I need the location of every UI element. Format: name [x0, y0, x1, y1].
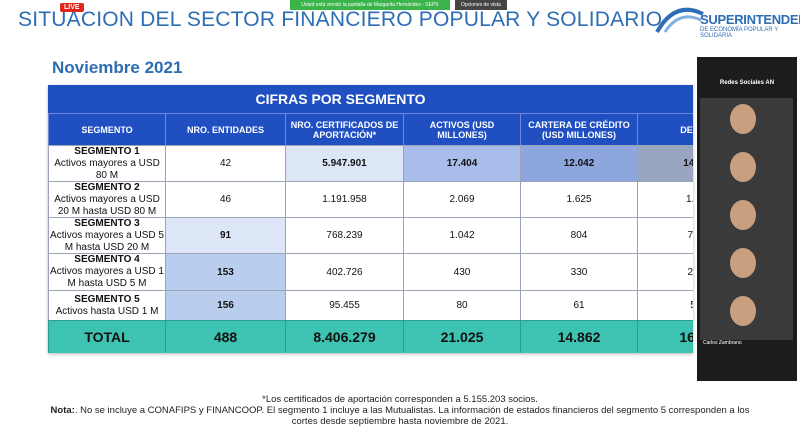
- table-cell: 46: [165, 181, 286, 218]
- segment-name: SEGMENTO 5: [74, 293, 140, 305]
- segment-cell: SEGMENTO 2 Activos mayores a USD 20 M has…: [48, 181, 166, 218]
- table-cell: 14.2: [637, 145, 693, 182]
- table-cell: 91: [165, 217, 286, 254]
- segment-cell: SEGMENTO 1 Activos mayores a USD 80 M: [48, 145, 166, 182]
- total-cell: 21.025: [403, 320, 521, 353]
- table-cell: 80: [403, 290, 521, 321]
- note-label: Nota:: [50, 405, 75, 416]
- table-cell: 430: [403, 253, 521, 291]
- table-cell: 28: [637, 253, 693, 291]
- table-cell: 61: [520, 290, 638, 321]
- view-options[interactable]: Opciones de vista: [455, 0, 507, 10]
- total-cell: 8.406.279: [285, 320, 404, 353]
- table-cell: 153: [165, 253, 286, 291]
- table-cell: 156: [165, 290, 286, 321]
- footnote: *Los certificados de aportación correspo…: [262, 394, 538, 405]
- column-header: DEPÓ: [637, 113, 693, 146]
- panel-title: Redes Sociales AN: [719, 80, 775, 86]
- data-table: CIFRAS POR SEGMENTO SEGMENTO NRO. ENTIDAD…: [48, 85, 693, 353]
- segment-name: SEGMENTO 4: [74, 254, 140, 265]
- sharing-banner: Usted está viendo la pantalla de Margari…: [290, 0, 450, 10]
- table-cell: 42: [165, 145, 286, 182]
- segment-description: Activos hasta USD 1 M: [55, 305, 159, 317]
- column-header: SEGMENTO: [48, 113, 166, 146]
- segment-cell: SEGMENTO 5 Activos hasta USD 1 M: [48, 290, 166, 321]
- column-header: ACTIVOS (USD MILLONES): [403, 113, 521, 146]
- segment-cell: SEGMENTO 4 Activos mayores a USD 1 M hast…: [48, 253, 166, 291]
- segment-description: Activos mayores a USD 5 M hasta USD 20 M: [50, 229, 164, 253]
- live-badge[interactable]: LIVE: [60, 3, 84, 12]
- participant-face: [730, 152, 756, 182]
- segment-name: SEGMENTO 1: [74, 145, 140, 157]
- participant-face: [730, 248, 756, 278]
- logo-subtitle: DE ECONOMÍA POPULAR Y SOLIDARIA: [700, 27, 779, 39]
- note: Nota:. No se incluye a CONAFIPS y FINANC…: [40, 405, 760, 427]
- note-text: . No se incluye a CONAFIPS y FINANCOOP. …: [74, 405, 750, 427]
- total-cell: 14.862: [520, 320, 638, 353]
- table-cell: 1.042: [403, 217, 521, 254]
- table-cell: 5.947.901: [285, 145, 404, 182]
- column-header: NRO. ENTIDADES: [165, 113, 286, 146]
- table-cell: 74: [637, 217, 693, 254]
- segment-name: SEGMENTO 3: [74, 217, 140, 229]
- column-header: CARTERA DE CRÉDITO (USD MILLONES): [520, 113, 638, 146]
- table-cell: 330: [520, 253, 638, 291]
- table-title: CIFRAS POR SEGMENTO: [48, 85, 693, 113]
- participant-face: [730, 104, 756, 134]
- table-cell: 402.726: [285, 253, 404, 291]
- total-cell: 488: [165, 320, 286, 353]
- segment-description: Activos mayores a USD 1 M hasta USD 5 M: [50, 266, 164, 289]
- table-cell: 5: [637, 290, 693, 321]
- table-cell: 95.455: [285, 290, 404, 321]
- column-header: NRO. CERTIFICADOS DE APORTACIÓN*: [285, 113, 404, 146]
- table-cell: 768.239: [285, 217, 404, 254]
- table-cell: 2.069: [403, 181, 521, 218]
- segment-description: Activos mayores a USD 20 M hasta USD 80 …: [54, 193, 160, 217]
- segment-name: SEGMENTO 2: [74, 181, 140, 193]
- table-cell: 17.404: [403, 145, 521, 182]
- slide-subtitle: Noviembre 2021: [52, 58, 183, 77]
- logo-name: SUPERINTENDENCIA: [700, 12, 800, 27]
- participant-name: Carlos Zambrano: [703, 340, 742, 346]
- total-cell: 16.8: [637, 320, 693, 353]
- table-cell: 1.191.958: [285, 181, 404, 218]
- table-cell: 1.625: [520, 181, 638, 218]
- segment-description: Activos mayores a USD 80 M: [54, 157, 160, 181]
- slide-title: SITUACION DEL SECTOR FINANCIERO POPULAR …: [18, 8, 663, 31]
- participant-face: [730, 200, 756, 230]
- logo-icon: [655, 7, 704, 34]
- participant-face: [730, 296, 756, 326]
- table-cell: 1.4: [637, 181, 693, 218]
- total-cell: TOTAL: [48, 320, 166, 353]
- table-cell: 804: [520, 217, 638, 254]
- segment-cell: SEGMENTO 3 Activos mayores a USD 5 M hast…: [48, 217, 166, 254]
- table-cell: 12.042: [520, 145, 638, 182]
